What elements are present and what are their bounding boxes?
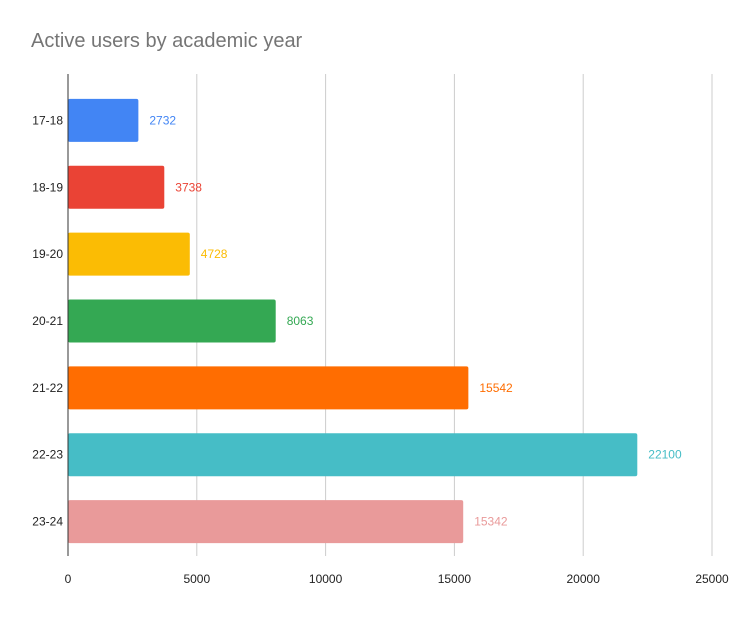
bar [68, 98, 139, 142]
category-label: 20-21 [32, 314, 63, 328]
bar [68, 165, 165, 209]
bar [68, 500, 464, 544]
category-labels: 17-18 18-19 19-20 20-21 21-22 22-23 23-24 [32, 113, 63, 528]
category-label: 21-22 [32, 381, 63, 395]
x-tick-label: 25000 [695, 572, 729, 586]
x-tick-label: 20000 [567, 572, 601, 586]
bar [68, 366, 469, 410]
value-labels: 2732 3738 4728 8063 15542 22100 15342 [149, 113, 682, 528]
bar-value-label: 3738 [175, 180, 202, 194]
x-tick-label: 0 [65, 572, 72, 586]
x-tick-label: 15000 [438, 572, 472, 586]
chart-title: Active users by academic year [31, 30, 303, 52]
category-label: 23-24 [32, 515, 63, 529]
bar-value-label: 4728 [201, 247, 228, 261]
category-label: 19-20 [32, 247, 63, 261]
x-tick-label: 10000 [309, 572, 343, 586]
bars [68, 98, 638, 544]
bar [68, 299, 276, 343]
category-label: 22-23 [32, 448, 63, 462]
bar-value-label: 15542 [479, 381, 513, 395]
bar [68, 433, 638, 477]
category-label: 18-19 [32, 180, 63, 194]
bar-value-label: 22100 [648, 448, 682, 462]
bar-value-label: 2732 [149, 113, 176, 127]
bar [68, 232, 190, 276]
bar-value-label: 8063 [287, 314, 314, 328]
bar-value-label: 15342 [474, 515, 508, 529]
x-axis-tick-labels: 0 5000 10000 15000 20000 25000 [65, 572, 729, 586]
x-tick-label: 5000 [183, 572, 210, 586]
category-label: 17-18 [32, 113, 63, 127]
